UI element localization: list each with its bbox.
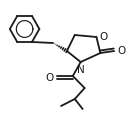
Text: O: O bbox=[45, 72, 53, 82]
Text: O: O bbox=[117, 46, 125, 56]
Text: N: N bbox=[77, 64, 85, 74]
Text: O: O bbox=[99, 32, 108, 42]
